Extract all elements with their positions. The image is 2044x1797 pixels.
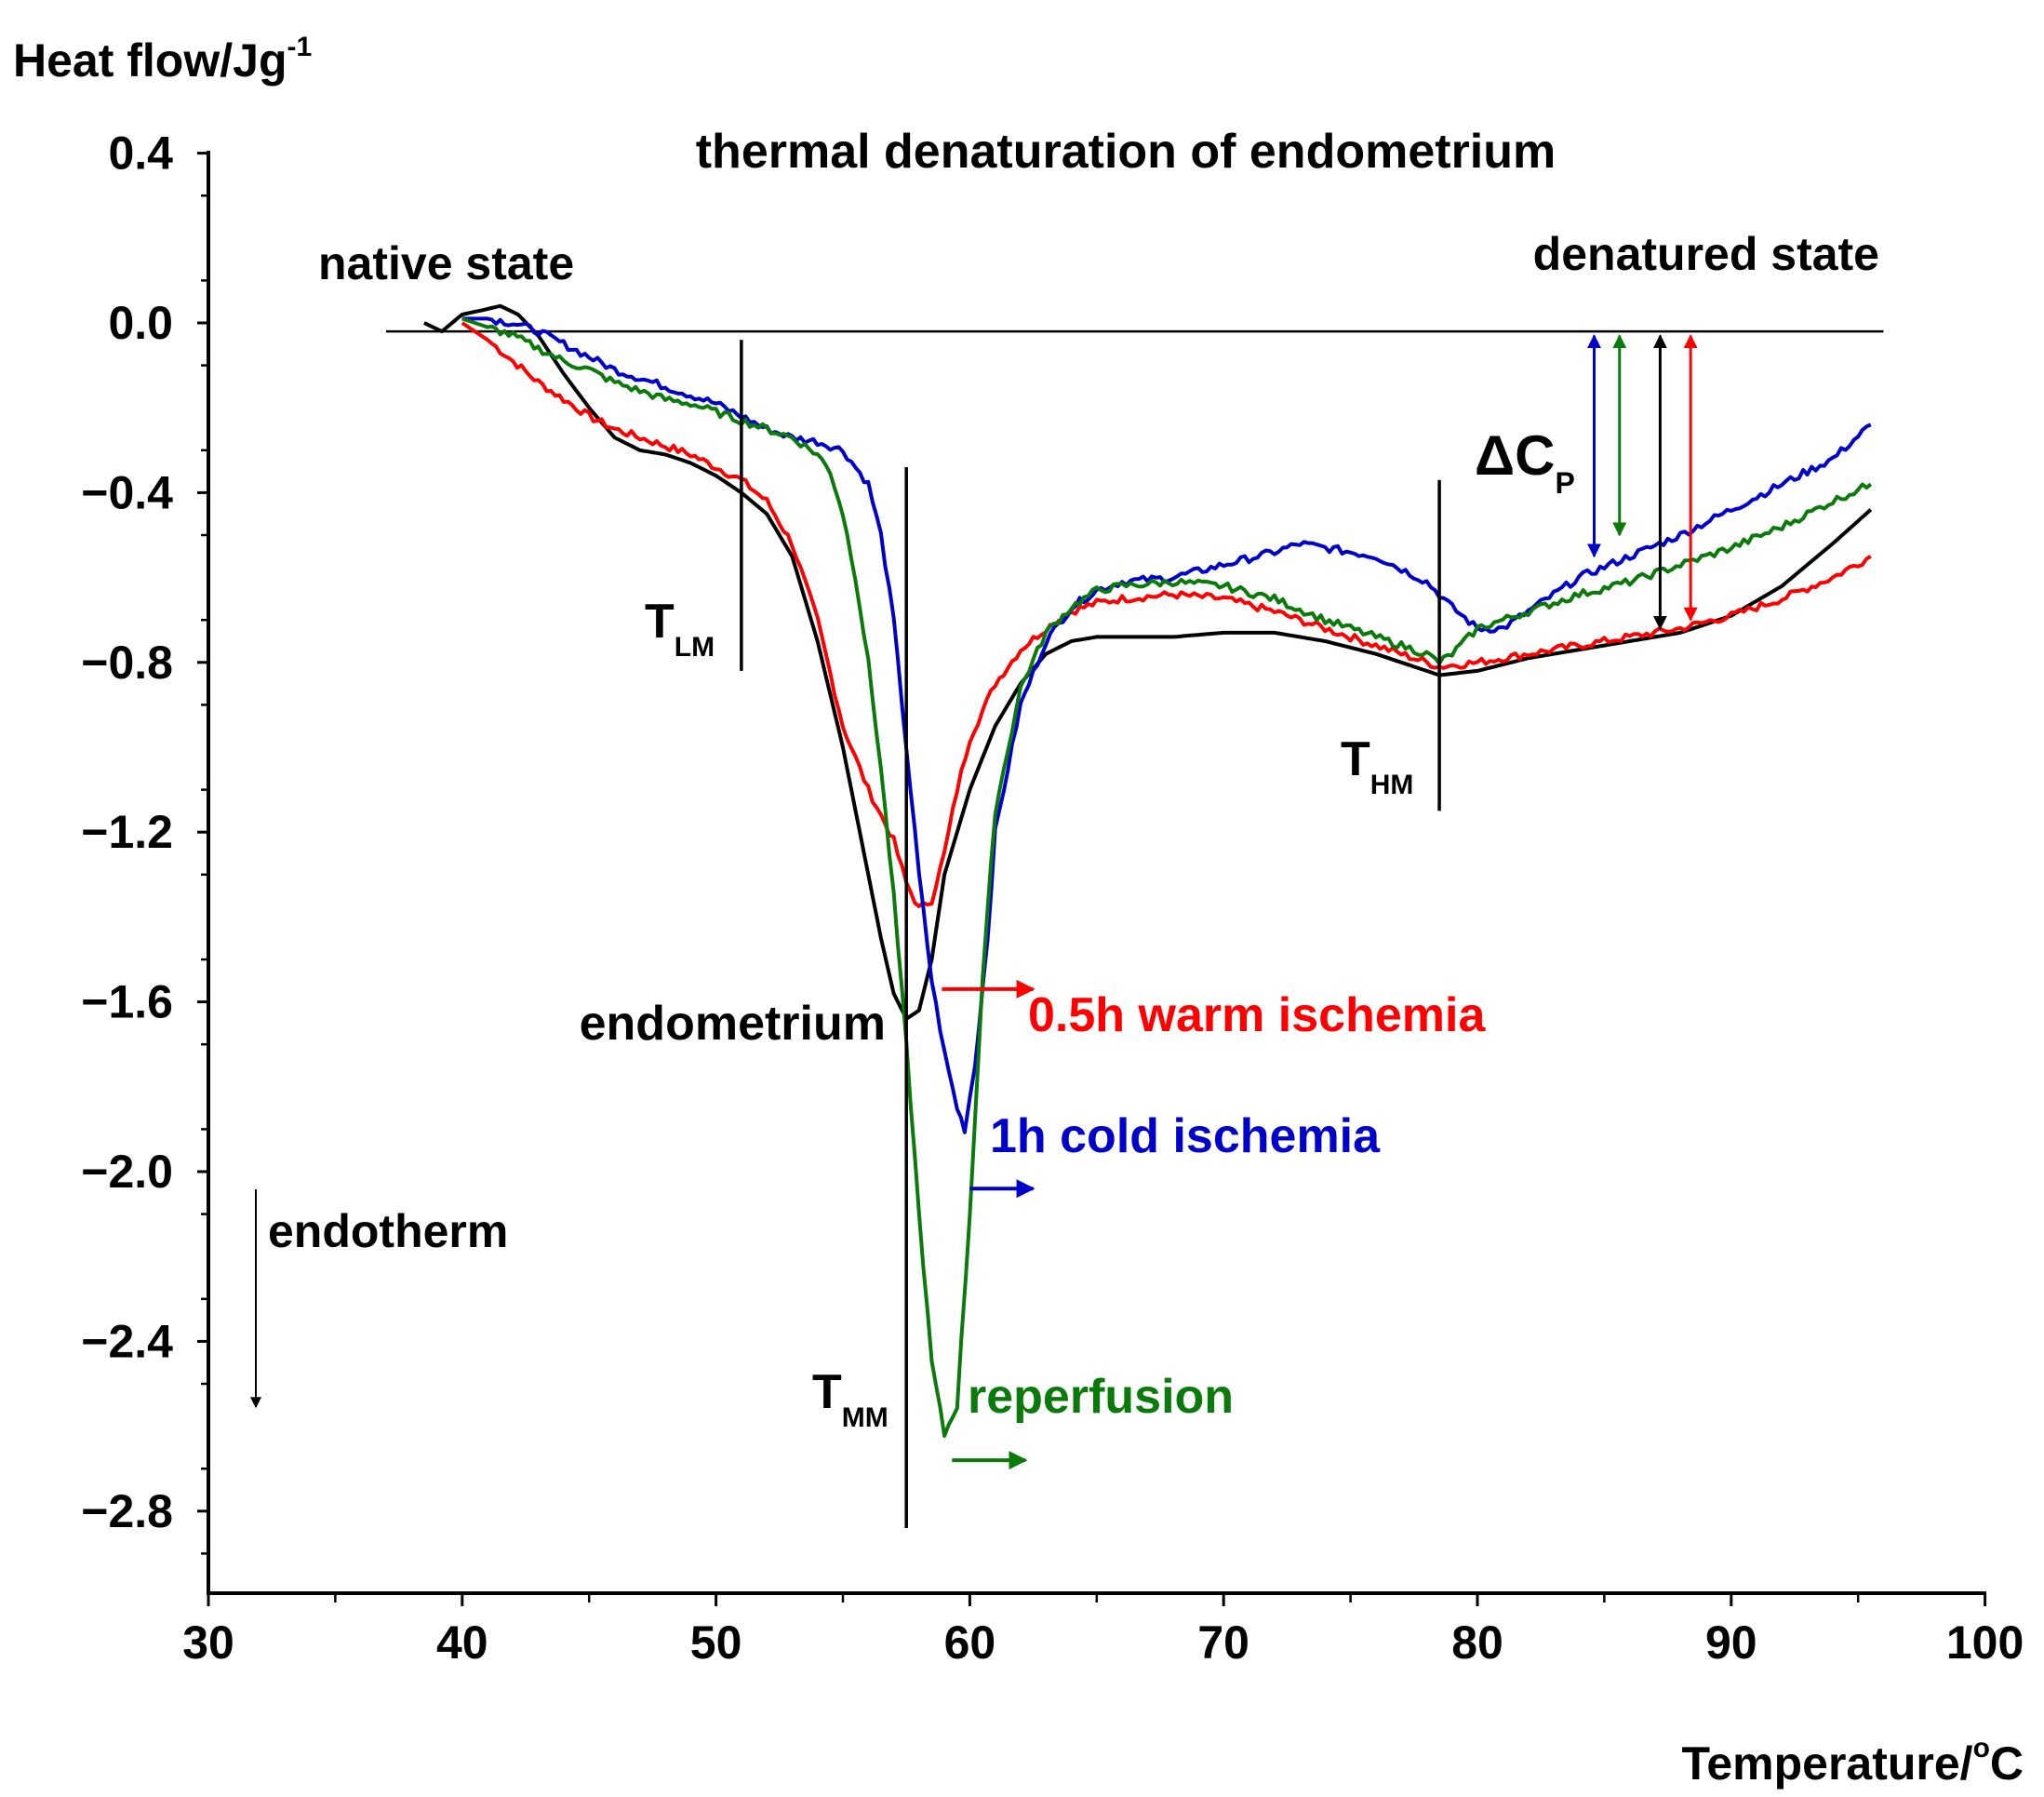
delta-cp-label: ΔCP <box>1475 424 1575 500</box>
series-line-0-5h-warm-ischemia <box>461 321 1872 908</box>
series-line-endometrium <box>423 303 1873 1021</box>
x-tick-label: 100 <box>1946 1616 2024 1669</box>
y-tick-label: 0.0 <box>108 297 173 349</box>
y-tick-label: −2.0 <box>81 1146 173 1198</box>
cold-ischemia-label: 1h cold ischemia <box>990 1109 1381 1163</box>
x-tick-label: 30 <box>182 1616 234 1669</box>
t-lm-sub: LM <box>675 632 715 663</box>
y-axis-label: Heat flow/Jg-1 <box>13 32 312 87</box>
y-axis-label-sup: -1 <box>287 32 312 62</box>
x-tick-label: 80 <box>1451 1616 1503 1669</box>
x-axis-label-sup: o <box>1973 1733 1990 1763</box>
warm-ischemia-label: 0.5h warm ischemia <box>1028 988 1486 1042</box>
y-ticks: 0.4 0.0 −0.4 −0.8 −1.2 −1.6 −2.0 −2.4 −2.8 <box>81 127 208 1555</box>
delta-cp-main: ΔC <box>1475 424 1555 487</box>
y-axis-label-main: Heat flow/Jg <box>13 34 287 87</box>
t-hm-main: T <box>1341 732 1370 786</box>
denatured-state-label: denatured state <box>1533 228 1879 280</box>
native-state-label: native state <box>318 237 574 289</box>
x-tick-label: 90 <box>1705 1616 1757 1669</box>
t-mm-label: TMM <box>812 1365 888 1433</box>
series-group <box>423 303 1873 1438</box>
x-ticks: 30 40 50 60 70 80 90 100 <box>182 1593 2024 1669</box>
t-hm-label: THM <box>1341 732 1413 800</box>
t-lm-label: TLM <box>645 595 715 663</box>
y-tick-label: −2.4 <box>81 1315 173 1367</box>
t-hm-sub: HM <box>1370 770 1414 800</box>
x-axis-label-unit: C <box>1990 1737 2024 1790</box>
t-lm-main: T <box>645 595 675 649</box>
x-axis-label: Temperature/oC <box>1682 1733 2024 1790</box>
reperfusion-label: reperfusion <box>968 1370 1234 1424</box>
y-tick-label: −1.6 <box>81 976 173 1028</box>
t-mm-main: T <box>812 1365 842 1419</box>
shift-arrows <box>942 979 1035 1470</box>
y-tick-label: −1.2 <box>81 806 173 858</box>
delta-cp-arrows <box>1586 334 1698 630</box>
t-mm-sub: MM <box>842 1402 888 1433</box>
y-tick-label: −2.8 <box>81 1485 173 1537</box>
x-axis-label-main: Temperature/ <box>1682 1737 1973 1790</box>
chart-title: thermal denaturation of endometrium <box>696 125 1556 179</box>
endotherm-label: endotherm <box>268 1205 508 1257</box>
y-tick-label: −0.8 <box>81 637 173 689</box>
x-tick-label: 50 <box>690 1616 742 1669</box>
x-tick-label: 60 <box>944 1616 996 1669</box>
delta-cp-sub: P <box>1555 466 1574 500</box>
series-line-reperfusion <box>461 316 1873 1438</box>
x-tick-label: 40 <box>436 1616 488 1669</box>
y-tick-label: 0.4 <box>108 127 173 180</box>
endometrium-label: endometrium <box>580 997 886 1051</box>
y-tick-label: −0.4 <box>81 466 173 518</box>
x-tick-label: 70 <box>1197 1616 1249 1669</box>
